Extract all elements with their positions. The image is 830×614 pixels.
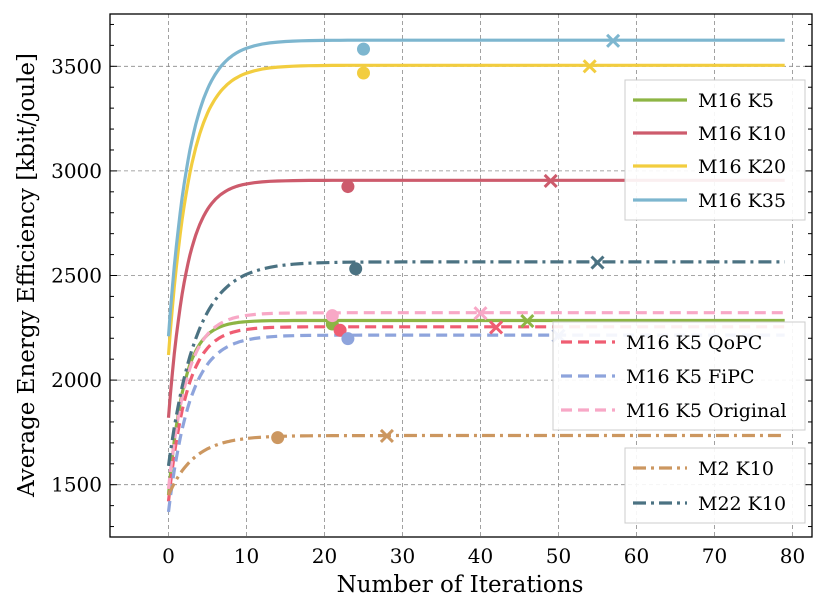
x-tick-label: 50: [546, 544, 571, 568]
series-x-marker-3: [606, 33, 621, 48]
legend-box-upper-right: M16 K5 M16 K10 M16 K20 M16 K35: [624, 79, 806, 221]
series-x-marker-4: [489, 320, 504, 335]
x-tick-label: 20: [312, 544, 337, 568]
series-markers: [271, 33, 621, 445]
y-tick-label: 1500: [51, 473, 102, 497]
x-axis-label: Number of Iterations: [337, 572, 584, 598]
y-tick-label: 3500: [51, 54, 102, 78]
series-x-marker-7: [379, 428, 394, 444]
x-tick-label: 40: [468, 544, 493, 568]
y-tick-label: 2000: [51, 368, 102, 392]
legend-box-lower-right: M2 K10 M22 K10: [624, 447, 806, 524]
series-x-marker-1: [543, 173, 558, 189]
x-tick-label: 70: [702, 544, 727, 568]
series-line-2: [166, 63, 785, 356]
x-tick-label: 80: [780, 544, 805, 568]
legend-entry-label: M2 K10: [698, 458, 774, 480]
series-line-7: [167, 433, 785, 496]
series-x-marker-2: [582, 59, 597, 74]
series-dot-marker-8: [349, 262, 363, 276]
legend-entry-label: M22 K10: [698, 493, 786, 515]
y-axis-label: Average Energy Efficiency [kbit/joule]: [14, 53, 40, 498]
legend-entry-label: M16 K20: [698, 156, 786, 178]
x-marker-stroke: [543, 173, 558, 189]
x-tick-label: 10: [234, 544, 259, 568]
legend-entry-label: M16 K5 Original: [626, 400, 787, 422]
x-marker-stroke: [520, 314, 535, 329]
x-marker-stroke: [473, 306, 488, 321]
y-tick-label: 2500: [51, 264, 102, 288]
legend-entry-label: M16 K5 QoPC: [626, 332, 762, 354]
x-marker-stroke: [582, 59, 597, 74]
x-marker-stroke: [489, 320, 504, 335]
y-tick-label: 3000: [51, 159, 102, 183]
legend-entry-label: M16 K5: [698, 90, 774, 112]
series-dot-marker-3: [357, 42, 370, 56]
x-tick-label: 30: [390, 544, 415, 568]
series-dot-marker-7: [271, 431, 285, 445]
x-marker-stroke: [379, 428, 394, 444]
legend-entry-label: M16 K35: [698, 190, 786, 212]
legend-frame: [624, 447, 806, 524]
series-line-3: [166, 38, 785, 337]
series-dot-marker-5: [341, 332, 355, 346]
legend-entry-label: M16 K5 FiPC: [626, 366, 755, 388]
axes: 0 10 20 30 40 50 60 70 80 1500 2000 2500 3000 3500: [51, 13, 813, 568]
x-marker-stroke: [590, 255, 605, 270]
series-dot-marker-4: [333, 323, 347, 337]
legend-entry-label: M16 K10: [698, 123, 786, 145]
x-tick-label: 60: [624, 544, 649, 568]
series-dot-marker-6: [325, 309, 339, 323]
x-tick-label: 0: [162, 544, 175, 568]
series-x-marker-8: [590, 255, 605, 270]
legend-frame: [624, 79, 806, 221]
series-dot-marker-2: [357, 66, 370, 80]
legend-box-center-right: M16 K5 QoPC M16 K5 FiPC M16 K5 Original: [552, 321, 806, 431]
series-x-marker-0: [520, 314, 535, 329]
series-line-6: [166, 311, 785, 490]
series-x-marker-6: [473, 306, 488, 321]
series-dot-marker-1: [341, 180, 355, 194]
x-marker-stroke: [606, 33, 621, 48]
